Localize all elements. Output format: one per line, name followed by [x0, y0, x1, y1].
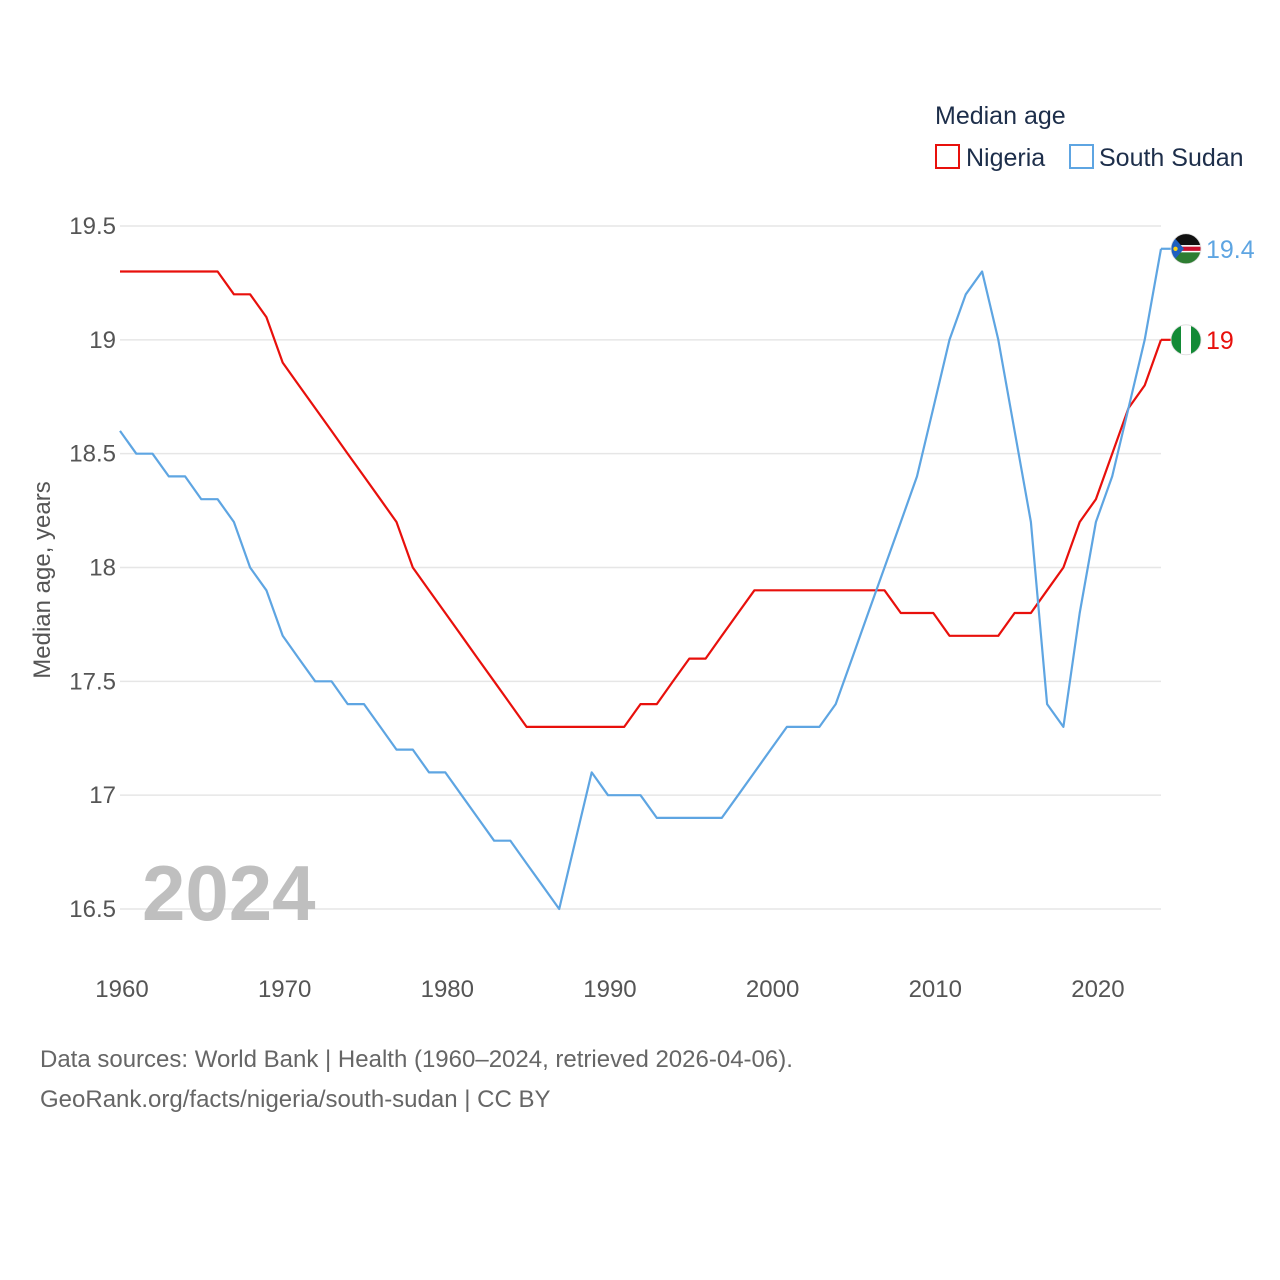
y-axis-title: Median age, years: [29, 481, 56, 678]
footer: Data sources: World Bank | Health (1960–…: [40, 1040, 793, 1120]
y-tick-label: 18.5: [69, 441, 116, 468]
south-sudan-flag-icon: [1170, 233, 1202, 265]
year-watermark: 2024: [142, 849, 316, 937]
legend-swatch-south-sudan: [1069, 144, 1094, 169]
series-lines: [119, 248, 1163, 911]
grid-lines: [120, 225, 1161, 910]
source-link[interactable]: GeoRank.org/facts/nigeria/south-sudan | …: [40, 1086, 551, 1113]
series-line-south-sudan: [119, 248, 1163, 911]
y-axis-ticks: 16.5 17 17.5 18 18.5 19 19.5: [69, 213, 116, 923]
x-tick-label: 2000: [746, 976, 799, 1003]
y-tick-label: 16.5: [69, 896, 116, 923]
series-line-nigeria: [120, 270, 1163, 729]
y-tick-label: 19.5: [69, 213, 116, 240]
legend-swatch-nigeria: [935, 144, 960, 169]
line-chart: 16.5 17 17.5 18 18.5 19 19.5 1960 1970 1980 1990 2…: [29, 102, 1255, 1003]
end-markers: 19 19.4: [1161, 233, 1255, 356]
legend: Median age Nigeria South Sudan: [935, 102, 1244, 172]
y-tick-label: 17.5: [69, 668, 116, 695]
legend-label-south-sudan[interactable]: South Sudan: [1099, 144, 1244, 172]
x-axis-ticks: 1960 1970 1980 1990 2000 2010 2020: [95, 976, 1124, 1003]
end-label-south-sudan: 19.4: [1206, 236, 1255, 264]
x-tick-label: 1970: [258, 976, 311, 1003]
x-tick-label: 2020: [1071, 976, 1124, 1003]
end-label-nigeria: 19: [1206, 327, 1234, 355]
y-tick-label: 17: [89, 782, 116, 809]
legend-label-nigeria[interactable]: Nigeria: [966, 144, 1045, 172]
y-tick-label: 19: [89, 327, 116, 354]
data-sources-note: Data sources: World Bank | Health (1960–…: [40, 1046, 793, 1073]
nigeria-flag-icon: [1170, 324, 1202, 356]
x-tick-label: 2010: [909, 976, 962, 1003]
x-tick-label: 1960: [95, 976, 148, 1003]
x-tick-label: 1990: [583, 976, 636, 1003]
x-tick-label: 1980: [421, 976, 474, 1003]
y-tick-label: 18: [89, 555, 116, 582]
legend-title: Median age: [935, 102, 1066, 130]
